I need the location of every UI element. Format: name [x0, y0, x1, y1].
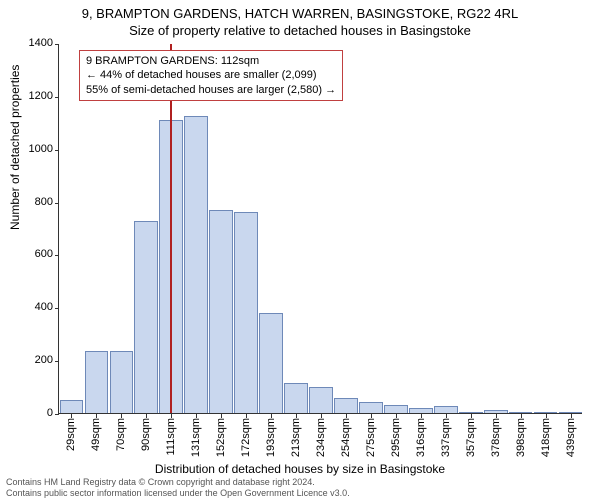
y-tick-mark: [55, 150, 59, 151]
histogram-bar: [434, 406, 458, 413]
y-tick-mark: [55, 414, 59, 415]
x-tick-label: 131sqm: [190, 418, 202, 457]
x-tick-label: 29sqm: [65, 418, 77, 451]
x-tick-label: 152sqm: [215, 418, 227, 457]
histogram-bar: [484, 410, 508, 413]
histogram-bar: [259, 313, 283, 413]
histogram-bar: [559, 412, 583, 413]
plot-area: 020040060080010001200140029sqm49sqm70sqm…: [58, 44, 582, 414]
x-tick-label: 111sqm: [165, 418, 177, 456]
x-tick-label: 439sqm: [565, 418, 577, 457]
histogram-bar: [309, 387, 333, 413]
histogram-bar: [110, 351, 134, 413]
y-tick-label: 200: [11, 354, 53, 366]
chart-container: 9, BRAMPTON GARDENS, HATCH WARREN, BASIN…: [0, 0, 600, 500]
x-tick-label: 234sqm: [315, 418, 327, 457]
y-tick-mark: [55, 255, 59, 256]
y-tick-mark: [55, 44, 59, 45]
y-tick-label: 1200: [11, 90, 53, 102]
histogram-bar: [60, 400, 84, 413]
histogram-bar: [459, 412, 483, 413]
annotation-line-3: 55% of semi-detached houses are larger (…: [86, 83, 336, 97]
histogram-bar: [359, 402, 383, 413]
y-tick-label: 600: [11, 248, 53, 260]
y-tick-label: 1000: [11, 143, 53, 155]
x-tick-label: 337sqm: [440, 418, 452, 457]
histogram-bar: [334, 398, 358, 413]
x-tick-label: 357sqm: [465, 418, 477, 457]
histogram-bar: [209, 210, 233, 414]
footer-line-2: Contains public sector information licen…: [6, 488, 350, 498]
annotation-box: 9 BRAMPTON GARDENS: 112sqm← 44% of detac…: [79, 50, 343, 101]
chart-title-sub: Size of property relative to detached ho…: [0, 21, 600, 38]
x-tick-label: 193sqm: [265, 418, 277, 457]
histogram-bar: [409, 408, 433, 413]
footer-line-1: Contains HM Land Registry data © Crown c…: [6, 477, 350, 487]
histogram-bar: [384, 405, 408, 413]
y-tick-mark: [55, 308, 59, 309]
x-tick-label: 49sqm: [90, 418, 102, 451]
histogram-bar: [509, 412, 533, 413]
annotation-line-1: 9 BRAMPTON GARDENS: 112sqm: [86, 54, 336, 68]
histogram-bar: [234, 212, 258, 413]
footer-attribution: Contains HM Land Registry data © Crown c…: [6, 477, 350, 498]
y-tick-label: 1400: [11, 37, 53, 49]
annotation-line-2: ← 44% of detached houses are smaller (2,…: [86, 68, 336, 82]
x-tick-label: 172sqm: [240, 418, 252, 457]
x-tick-label: 378sqm: [490, 418, 502, 457]
y-tick-mark: [55, 203, 59, 204]
x-tick-label: 90sqm: [140, 418, 152, 451]
x-tick-label: 70sqm: [115, 418, 127, 451]
histogram-bar: [284, 383, 308, 413]
histogram-bar: [184, 116, 208, 413]
y-tick-label: 0: [11, 407, 53, 419]
x-tick-label: 275sqm: [365, 418, 377, 457]
histogram-bar: [85, 351, 109, 413]
x-tick-label: 418sqm: [540, 418, 552, 457]
x-tick-label: 254sqm: [340, 418, 352, 457]
y-tick-mark: [55, 361, 59, 362]
x-tick-label: 316sqm: [415, 418, 427, 457]
chart-title-main: 9, BRAMPTON GARDENS, HATCH WARREN, BASIN…: [0, 0, 600, 21]
histogram-bar: [534, 412, 558, 413]
y-tick-label: 400: [11, 301, 53, 313]
x-tick-label: 398sqm: [515, 418, 527, 457]
x-tick-label: 295sqm: [390, 418, 402, 457]
y-tick-label: 800: [11, 196, 53, 208]
y-tick-mark: [55, 97, 59, 98]
x-tick-label: 213sqm: [290, 418, 302, 457]
x-axis-label: Distribution of detached houses by size …: [0, 462, 600, 476]
chart-plot-wrap: 020040060080010001200140029sqm49sqm70sqm…: [58, 44, 582, 414]
histogram-bar: [134, 221, 158, 413]
